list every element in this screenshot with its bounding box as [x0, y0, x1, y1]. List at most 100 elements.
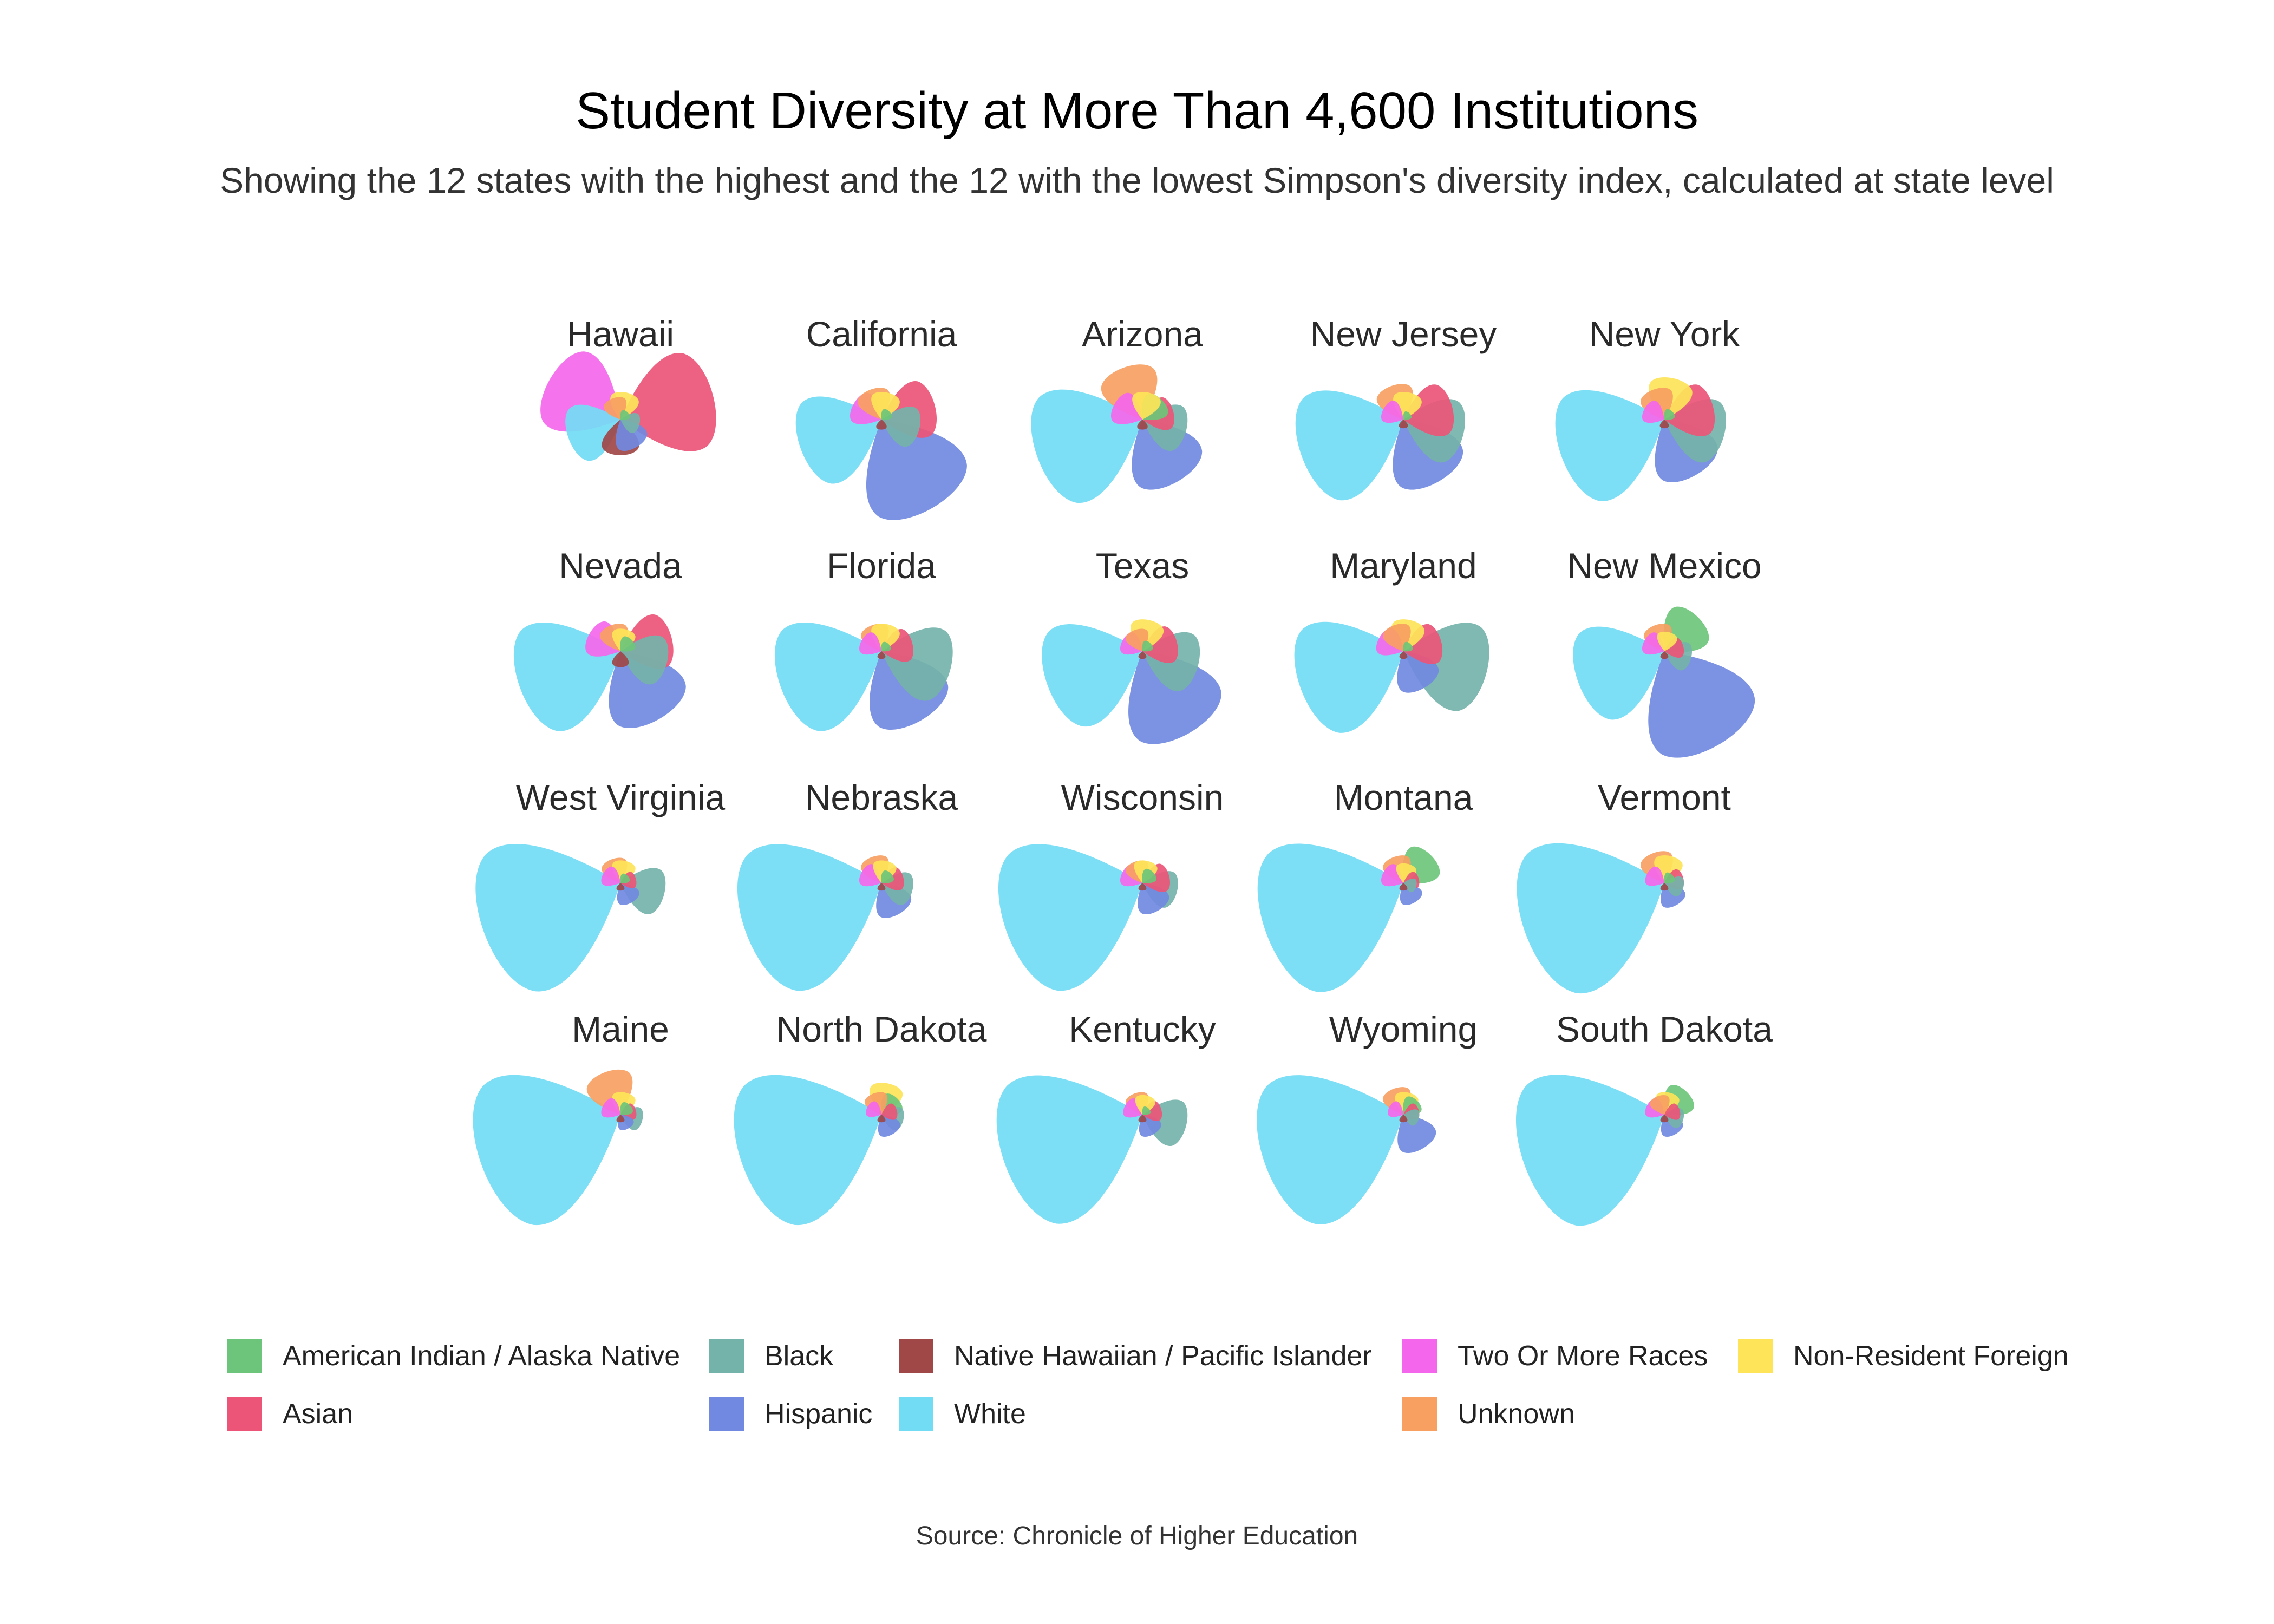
- state-label: California: [806, 314, 957, 354]
- legend-item-native-hawaiian-pacific-islander: Native Hawaiian / Pacific Islander: [899, 1337, 1372, 1375]
- flower-maine: Maine: [473, 1009, 669, 1225]
- petal-american-indian-alaska-native: [620, 636, 636, 652]
- flower-vermont: Vermont: [1517, 777, 1731, 993]
- legend-label: Non-Resident Foreign: [1793, 1340, 2069, 1372]
- legend-swatch: [1738, 1339, 1773, 1373]
- petal-native-hawaiian-pacific-islander: [876, 420, 887, 430]
- legend-label: Unknown: [1458, 1398, 1575, 1430]
- petal-white: [734, 1075, 881, 1225]
- petal-white: [1257, 843, 1403, 992]
- petal-hispanic: [609, 651, 686, 728]
- state-label: Vermont: [1598, 777, 1731, 817]
- flower-montana: Montana: [1257, 777, 1473, 992]
- state-label: Nebraska: [805, 777, 958, 817]
- legend-swatch: [1402, 1339, 1437, 1373]
- petal-native-hawaiian-pacific-islander: [1138, 1115, 1147, 1123]
- petal-american-indian-alaska-native: [1403, 411, 1412, 420]
- petal-white: [1257, 1075, 1403, 1224]
- legend-swatch: [227, 1339, 262, 1373]
- petal-black: [1403, 1109, 1420, 1126]
- petal-white: [774, 623, 881, 731]
- petal-native-hawaiian-pacific-islander: [612, 651, 629, 667]
- petal-native-hawaiian-pacific-islander: [877, 651, 886, 659]
- petal-native-hawaiian-pacific-islander: [1399, 883, 1408, 891]
- petal-native-hawaiian-pacific-islander: [877, 1115, 886, 1123]
- state-label: West Virginia: [516, 777, 726, 817]
- petal-two-or-more-races: [1642, 401, 1664, 423]
- petal-white: [475, 843, 620, 992]
- petal-hispanic: [1648, 651, 1755, 758]
- petal-american-indian-alaska-native: [1142, 1106, 1151, 1115]
- petal-american-indian-alaska-native: [620, 1102, 633, 1115]
- state-label: New Mexico: [1567, 546, 1761, 586]
- petal-white: [1516, 1075, 1664, 1226]
- petal-two-or-more-races: [866, 1101, 881, 1117]
- petal-hispanic: [1128, 651, 1221, 744]
- flower-new-mexico: New Mexico: [1567, 546, 1762, 758]
- state-label: Nevada: [559, 546, 682, 586]
- legend-item-hispanic: Hispanic: [709, 1395, 872, 1433]
- flower-hawaii: Hawaii: [540, 314, 716, 461]
- petal-native-hawaiian-pacific-islander: [1138, 883, 1147, 891]
- petal-unknown: [1650, 1095, 1670, 1115]
- state-label: Kentucky: [1069, 1009, 1216, 1049]
- petal-asian: [1664, 1103, 1681, 1120]
- chart-title: Student Diversity at More Than 4,600 Ins…: [576, 82, 1698, 140]
- flower-wisconsin: Wisconsin: [998, 777, 1224, 991]
- flower-south-dakota: South Dakota: [1516, 1009, 1773, 1226]
- legend-item-unknown: Unknown: [1402, 1395, 1575, 1433]
- petal-native-hawaiian-pacific-islander: [616, 1115, 625, 1123]
- petal-two-or-more-races: [859, 632, 881, 655]
- state-label: Maryland: [1330, 546, 1476, 586]
- legend-swatch: [899, 1397, 933, 1431]
- legend-label: Two Or More Races: [1458, 1340, 1708, 1372]
- legend-label: White: [954, 1398, 1026, 1430]
- petal-white: [1555, 390, 1664, 501]
- flower-maryland: Maryland: [1294, 546, 1489, 733]
- legend-swatch: [227, 1397, 262, 1431]
- petal-asian: [620, 353, 716, 451]
- petal-native-hawaiian-pacific-islander: [1399, 1115, 1408, 1123]
- chart-subtitle: Showing the 12 states with the highest a…: [220, 160, 2054, 200]
- petal-american-indian-alaska-native: [1142, 640, 1153, 652]
- petal-native-hawaiian-pacific-islander: [1399, 420, 1408, 429]
- petal-two-or-more-races: [1645, 866, 1664, 886]
- legend-swatch: [709, 1397, 744, 1431]
- petal-native-hawaiian-pacific-islander: [1660, 883, 1669, 891]
- source-note: Source: Chronicle of Higher Education: [916, 1522, 1358, 1550]
- flower-arizona: Arizona: [1031, 314, 1203, 503]
- state-label: Florida: [827, 546, 936, 586]
- flower-new-jersey: New Jersey: [1295, 314, 1497, 501]
- flower-west-virginia: West Virginia: [475, 777, 726, 992]
- petal-american-indian-alaska-native: [1664, 872, 1675, 883]
- petal-white: [1573, 626, 1664, 720]
- legend-label: Asian: [283, 1398, 354, 1430]
- flower-nebraska: Nebraska: [737, 777, 958, 991]
- legend-label: Hispanic: [764, 1398, 873, 1430]
- petal-white: [1295, 390, 1403, 501]
- petal-hispanic: [866, 420, 967, 520]
- petal-american-indian-alaska-native: [881, 641, 891, 652]
- legend-item-two-or-more-races: Two Or More Races: [1402, 1337, 1708, 1375]
- flower-new-york: New York: [1555, 314, 1740, 501]
- state-label: Texas: [1096, 546, 1189, 586]
- legend-item-white: White: [899, 1395, 1026, 1433]
- petal-american-indian-alaska-native: [881, 409, 892, 420]
- petal-native-hawaiian-pacific-islander: [1660, 1115, 1669, 1123]
- flower-wyoming: Wyoming: [1257, 1009, 1478, 1224]
- petal-native-hawaiian-pacific-islander: [1138, 651, 1147, 659]
- legend-item-asian: Asian: [227, 1395, 353, 1433]
- petal-hispanic: [616, 420, 648, 451]
- state-label: South Dakota: [1556, 1009, 1773, 1049]
- state-label: North Dakota: [776, 1009, 987, 1049]
- legend-swatch: [709, 1339, 744, 1373]
- legend: American Indian / Alaska Native Black Nati…: [227, 1337, 2122, 1462]
- petal-native-hawaiian-pacific-islander: [1659, 420, 1669, 429]
- flower-plot: Hawaii California Arizona New Jersey New Yor…: [473, 314, 1773, 1226]
- petal-american-indian-alaska-native: [1403, 641, 1413, 652]
- legend-swatch: [899, 1339, 933, 1373]
- petal-two-or-more-races: [1388, 1101, 1403, 1117]
- state-label: Arizona: [1082, 314, 1203, 354]
- petal-american-indian-alaska-native: [881, 870, 894, 883]
- petal-native-hawaiian-pacific-islander: [616, 883, 625, 891]
